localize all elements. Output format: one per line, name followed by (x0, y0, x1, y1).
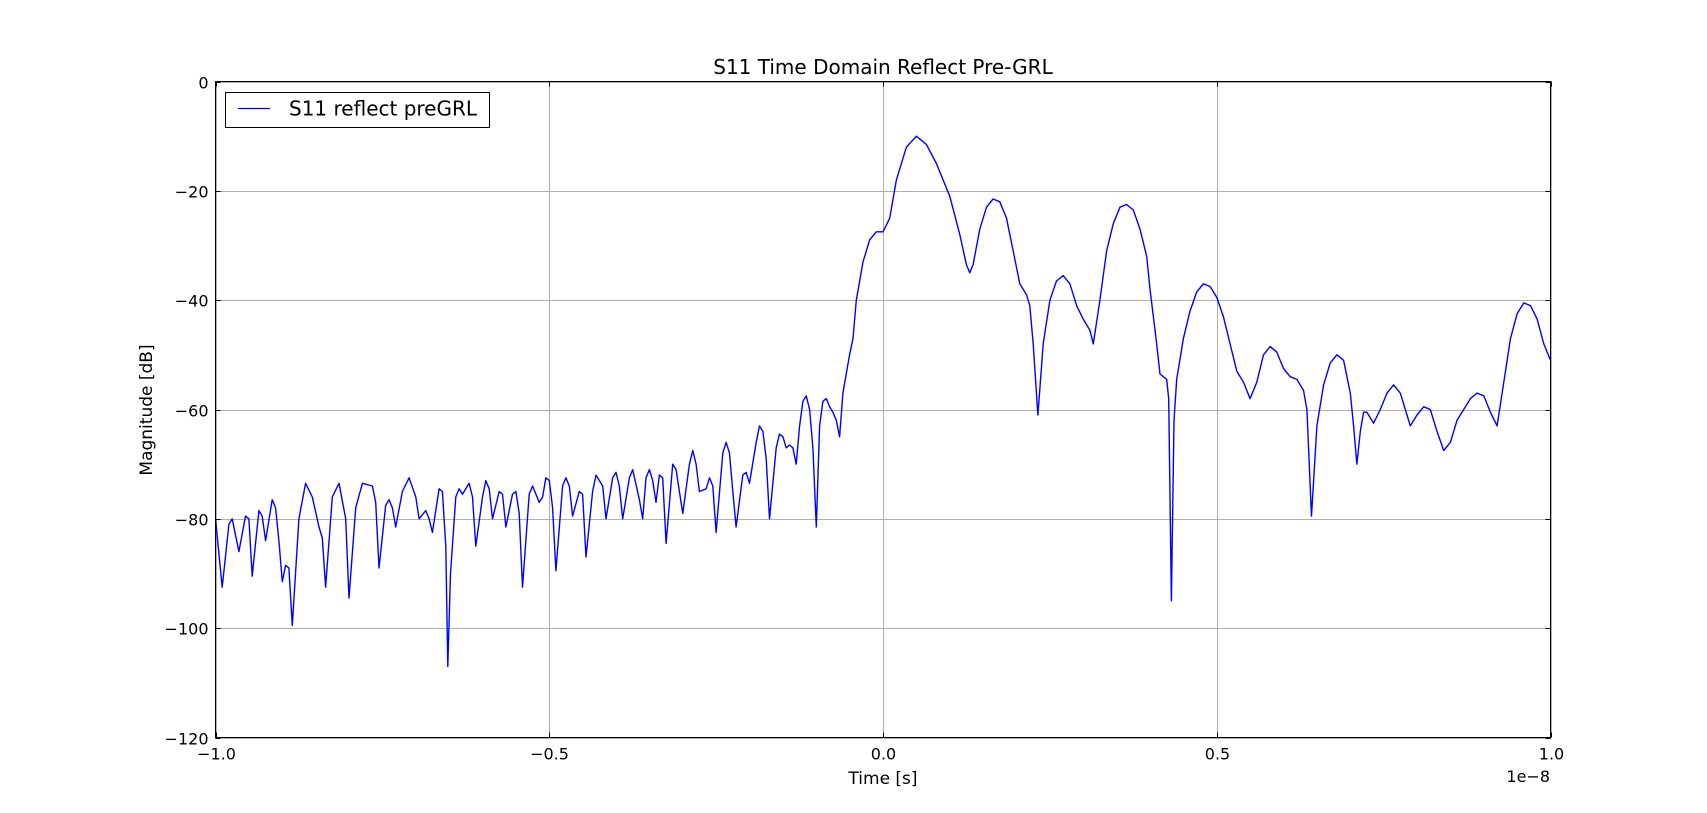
y-tick-label: −20 (175, 183, 209, 202)
y-tick-label: −60 (175, 402, 209, 421)
series-layer (214, 135, 1552, 668)
y-tick-label: −80 (175, 511, 209, 530)
legend-label-s11: S11 reflect preGRL (289, 97, 478, 121)
y-axis-label: Magnitude [dB] (137, 344, 157, 475)
x-tick-label: −0.5 (530, 745, 569, 764)
x-tick-label: 1.0 (1539, 745, 1564, 764)
axis-ticks: −1.0 −0.5 0.0 0.5 1.0 0 −20 −40 −60 −80 −100 −120 (165, 74, 1565, 764)
x-tick-label: 0.0 (871, 745, 896, 764)
x-tick-label: −1.0 (197, 745, 236, 764)
series-line-s11 (214, 135, 1552, 668)
y-tick-label: −100 (165, 620, 209, 639)
y-tick-label: 0 (198, 74, 208, 93)
y-tick-label: −40 (175, 292, 209, 311)
legend-box (225, 92, 490, 128)
legend: S11 reflect preGRL (225, 92, 490, 128)
x-axis-offset-label: 1e−8 (1506, 767, 1550, 786)
x-axis-label: Time [s] (847, 769, 917, 789)
y-tick-label: −120 (165, 730, 209, 749)
grid-lines (215, 81, 1552, 739)
chart-title: S11 Time Domain Reflect Pre-GRL (713, 55, 1053, 79)
x-tick-label: 0.5 (1205, 745, 1230, 764)
